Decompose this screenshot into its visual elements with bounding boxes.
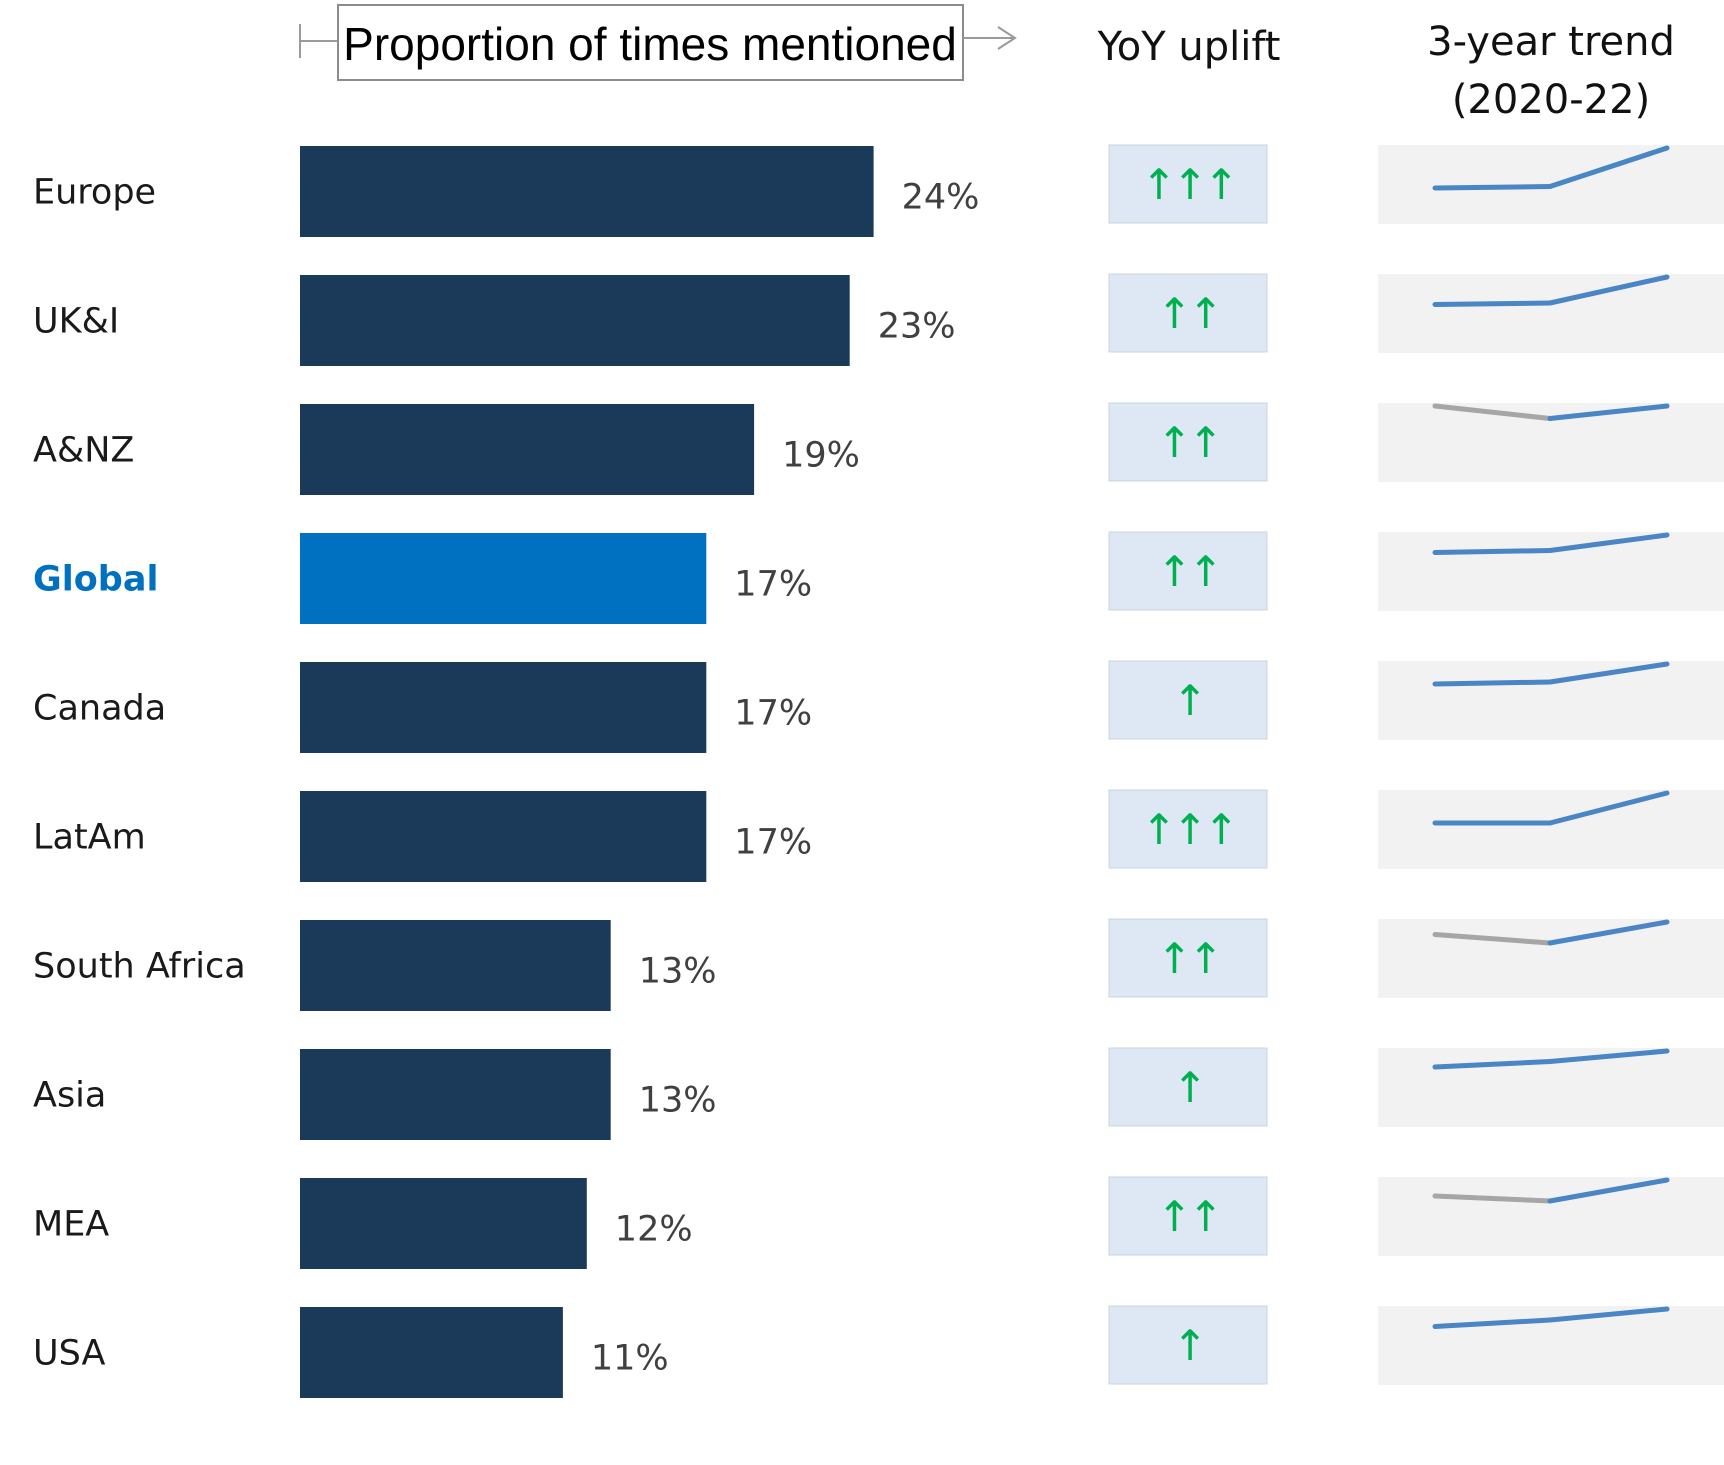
bar [300,1049,611,1140]
category-label: UK&I [33,302,119,342]
trend-segment [1432,184,1553,191]
trend-segment [1432,300,1553,307]
trend-segment [1432,403,1553,421]
trend-box [1378,1177,1724,1256]
bar [300,404,755,495]
trend-segment [1432,932,1553,946]
category-label: Asia [33,1076,106,1116]
bar [300,920,611,1011]
row-group: Canada 17% ↑ [33,660,1724,753]
trend-box [1378,790,1724,869]
up-arrow-icon: ↑ [1172,1321,1203,1370]
value-label: 24% [902,178,980,218]
bar [300,146,874,237]
yoy-uplift-box [1108,1176,1268,1256]
bar [300,791,707,882]
trend-header-line2: (2020-22) [1452,77,1650,123]
trend-segment [1432,548,1553,555]
yoy-uplift-box [1108,660,1268,740]
up-arrow-icon: ↑ [1172,1063,1203,1112]
trend-segment [1547,145,1670,189]
trend-segment [1432,1059,1553,1070]
up-arrow-icon: ↑↑ [1157,418,1219,467]
yoy-uplift-box [1108,273,1268,353]
row-group: UK&I 23% ↑↑ [33,273,1724,366]
row-group: USA 11% ↑ [33,1305,1724,1398]
up-arrow-icon: ↑↑↑ [1141,805,1235,854]
trend-segment [1547,919,1670,946]
row-group: MEA 12% ↑↑ [33,1176,1724,1269]
trend-segment [1547,790,1670,826]
trend-segment [1547,661,1670,685]
trend-segment [1547,274,1670,306]
header: Proportion of times mentioned YoY uplift… [299,4,1675,123]
value-label: 23% [878,307,956,347]
category-label: LatAm [33,818,146,858]
trend-segment [1547,403,1670,421]
up-arrow-icon: ↑↑↑ [1141,160,1235,209]
value-label: 17% [734,565,812,605]
trend-segment [1547,1306,1670,1323]
yoy-uplift-box [1108,402,1268,482]
value-label: 12% [615,1210,693,1250]
category-label: A&NZ [33,431,134,471]
trend-segment [1432,679,1553,687]
yoy-uplift-box [1108,531,1268,611]
chart-title: Proportion of times mentioned [343,18,957,70]
up-arrow-icon: ↑↑ [1157,1192,1219,1241]
bar [300,275,850,366]
up-arrow-icon: ↑↑ [1157,547,1219,596]
category-label: Canada [33,689,166,729]
category-label: Europe [33,173,156,213]
row-group: Asia 13% ↑ [33,1047,1724,1140]
trend-header-line1: 3-year trend [1427,19,1675,65]
yoy-uplift-box [1108,1305,1268,1385]
value-label: 17% [734,694,812,734]
up-arrow-icon: ↑↑ [1157,934,1219,983]
row-group: LatAm 17% ↑↑↑ [33,789,1724,882]
bar [300,1178,587,1269]
bar [300,533,707,624]
value-label: 13% [639,952,717,992]
category-label: USA [33,1334,105,1374]
trend-box [1378,919,1724,998]
category-label: Global [33,560,158,600]
title-box [337,4,964,81]
bar [300,1307,563,1398]
up-arrow-icon: ↑↑ [1157,289,1219,338]
value-label: 17% [734,823,812,863]
value-label: 13% [639,1081,717,1121]
title-arrow-head-icon [997,26,1017,50]
bar [300,662,707,753]
yoy-uplift-box [1108,1047,1268,1127]
trend-box [1378,403,1724,482]
yoy-uplift-box [1108,144,1268,224]
trend-segment [1547,1177,1670,1204]
trend-segment [1547,532,1670,553]
value-label: 11% [591,1339,669,1379]
row-group: A&NZ 19% ↑↑ [33,402,1724,495]
trend-segment [1547,1048,1670,1064]
yoy-uplift-header: YoY uplift [1097,24,1281,70]
trend-box [1378,661,1724,740]
trend-segment [1432,1193,1553,1204]
yoy-uplift-box [1108,789,1268,869]
chart-rows: Europe 24% ↑↑↑UK&I 23% ↑↑A&NZ 19% ↑↑Global 17% ↑… [33,144,1724,1398]
trend-box [1378,532,1724,611]
value-label: 19% [782,436,860,476]
category-label: MEA [33,1205,109,1245]
yoy-uplift-box [1108,918,1268,998]
up-arrow-icon: ↑ [1172,676,1203,725]
row-group: Europe 24% ↑↑↑ [33,144,1724,237]
row-group: South Africa 13% ↑↑ [33,918,1724,1011]
row-group: Global 17% ↑↑ [33,531,1724,624]
trend-segment [1432,1317,1553,1329]
category-label: South Africa [33,947,246,987]
trend-box [1378,274,1724,353]
